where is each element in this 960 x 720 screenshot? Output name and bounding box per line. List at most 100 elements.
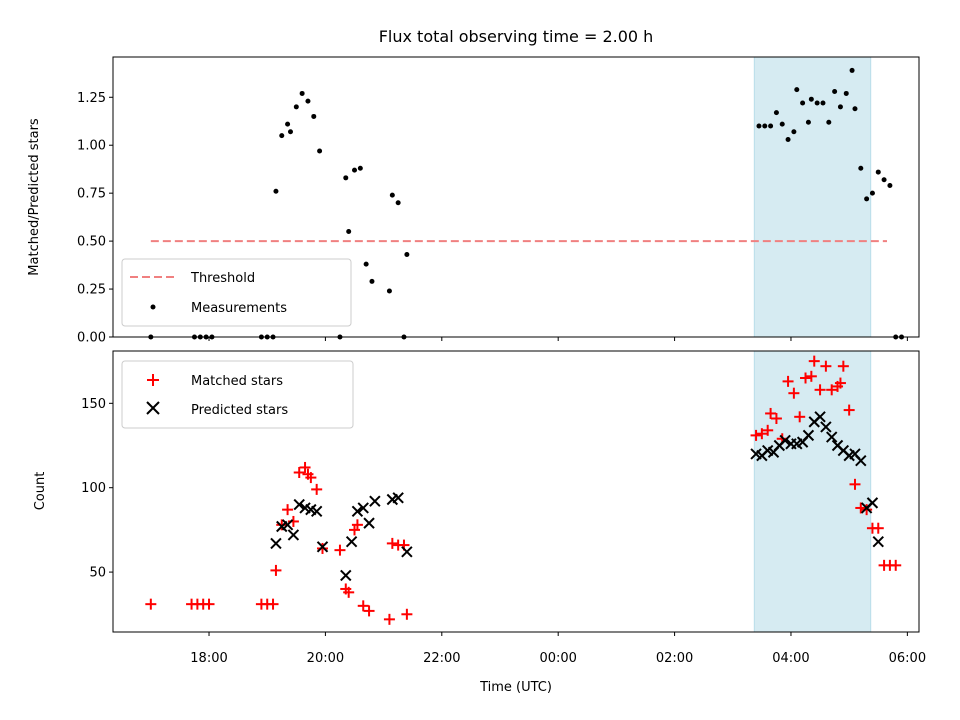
measurement-point xyxy=(299,90,305,96)
matched-star-point xyxy=(890,559,902,571)
measurement-point xyxy=(343,175,349,181)
measurement-point xyxy=(287,129,293,135)
measurement-point xyxy=(346,229,352,235)
predicted-star-point xyxy=(316,541,329,553)
measurement-point xyxy=(826,119,832,125)
matched-star-point xyxy=(826,384,838,396)
x-tick-label: 02:00 xyxy=(656,651,693,666)
y-axis-ticks: 0.00 0.25 0.50 0.75 1.00 1.25 xyxy=(77,91,113,346)
predicted-star-point xyxy=(826,431,838,443)
y-tick-label: 150 xyxy=(81,397,106,412)
predicted-star-point xyxy=(855,454,867,467)
x-tick-label: 00:00 xyxy=(539,651,576,666)
legend-predicted-label: Predicted stars xyxy=(191,403,288,418)
legend: Matched stars Predicted stars xyxy=(121,360,354,429)
matched-star-point xyxy=(762,424,774,436)
measurement-point xyxy=(357,165,363,171)
measurement-point xyxy=(273,188,279,194)
matched-star-point xyxy=(765,407,777,419)
x-axis-label: Time (UTC) xyxy=(479,680,552,695)
legend-matched-label: Matched stars xyxy=(191,374,283,389)
measurement-point xyxy=(386,288,392,294)
measurement-point xyxy=(279,133,285,139)
x-tick-label: 06:00 xyxy=(889,651,926,666)
measurement-point xyxy=(293,104,299,110)
predicted-star-point xyxy=(281,519,294,531)
matched-star-point xyxy=(770,413,782,425)
matched-star-point xyxy=(782,375,794,387)
matched-star-point xyxy=(386,537,398,549)
predicted-star-point xyxy=(293,498,305,511)
predicted-star-point xyxy=(351,505,364,518)
legend-matched-swatch xyxy=(147,374,159,386)
chart-title: Flux total observing time = 2.00 h xyxy=(379,27,654,46)
matched-star-point xyxy=(800,372,812,384)
y-tick-label: 1.00 xyxy=(77,139,106,154)
legend-threshold-label: Threshold xyxy=(190,271,255,286)
measurement-point xyxy=(773,110,779,116)
matched-star-point xyxy=(843,404,855,416)
matched-star-point xyxy=(794,411,806,423)
x-axis-ticks: 18:00 20:00 22:00 00:00 02:00 04:00 06:00 xyxy=(190,632,926,666)
measurement-point xyxy=(404,252,410,258)
legend-frame xyxy=(121,258,352,327)
predicted-star-point xyxy=(401,546,413,558)
measurement-point xyxy=(814,100,820,106)
measurement-point xyxy=(305,98,311,104)
matched-star-point xyxy=(872,522,884,534)
measurement-point xyxy=(808,96,814,102)
measurement-point xyxy=(820,100,826,106)
matched-star-point xyxy=(267,598,279,610)
measurement-point xyxy=(317,148,323,154)
predicted-star-point xyxy=(779,434,791,447)
measurement-point xyxy=(311,113,317,119)
measurement-point xyxy=(389,192,395,198)
y-axis-label: Count xyxy=(33,472,48,511)
predicted-star-point xyxy=(357,502,369,514)
matched-star-point xyxy=(351,519,363,531)
measurement-point xyxy=(837,104,843,110)
matched-star-point xyxy=(820,360,832,372)
y-tick-label: 0.50 xyxy=(77,235,106,250)
y-tick-label: 100 xyxy=(81,481,106,496)
matched-star-point xyxy=(293,467,305,479)
predicted-star-point xyxy=(340,569,352,582)
matched-star-point xyxy=(788,387,800,399)
predicted-star-point xyxy=(270,537,282,550)
matched-star-point xyxy=(305,472,317,484)
matched-star-point xyxy=(363,605,375,617)
measurement-point xyxy=(832,89,838,95)
legend-frame xyxy=(121,360,354,429)
matched-star-point xyxy=(282,504,294,516)
matched-star-point xyxy=(814,384,826,396)
measurement-point xyxy=(756,123,762,129)
x-tick-label: 04:00 xyxy=(772,651,809,666)
matched-star-point xyxy=(756,428,768,440)
x-axis-ticks xyxy=(208,337,908,341)
matched-star-point xyxy=(849,478,861,490)
matched-star-point xyxy=(145,598,157,610)
matched-star-point xyxy=(203,598,215,610)
predicted-star-point xyxy=(802,429,815,442)
measurement-point xyxy=(849,67,855,73)
legend-measurement-label: Measurements xyxy=(191,301,287,316)
predicted-star-point xyxy=(866,497,879,509)
measurement-point xyxy=(395,200,401,206)
predicted-stars-points xyxy=(270,411,884,582)
matched-star-point xyxy=(357,600,369,612)
matched-star-point xyxy=(270,564,282,576)
matched-star-point xyxy=(311,483,323,495)
matched-star-point xyxy=(343,586,355,598)
measurement-point xyxy=(800,100,806,106)
measurement-point xyxy=(869,190,875,196)
predicted-star-point xyxy=(814,411,826,423)
predicted-star-point xyxy=(310,505,323,518)
legend-predicted-swatch xyxy=(146,401,160,415)
legend: Threshold Measurements xyxy=(121,258,352,327)
measurement-point xyxy=(768,123,774,129)
measurement-point xyxy=(369,278,375,284)
y-tick-label: 1.25 xyxy=(77,91,106,106)
count-panel: 50 100 150 18:00 20:00 22:00 00:00 02:00 04:00 0… xyxy=(33,350,926,695)
measurement-point xyxy=(762,123,768,129)
measurement-point xyxy=(881,177,887,183)
